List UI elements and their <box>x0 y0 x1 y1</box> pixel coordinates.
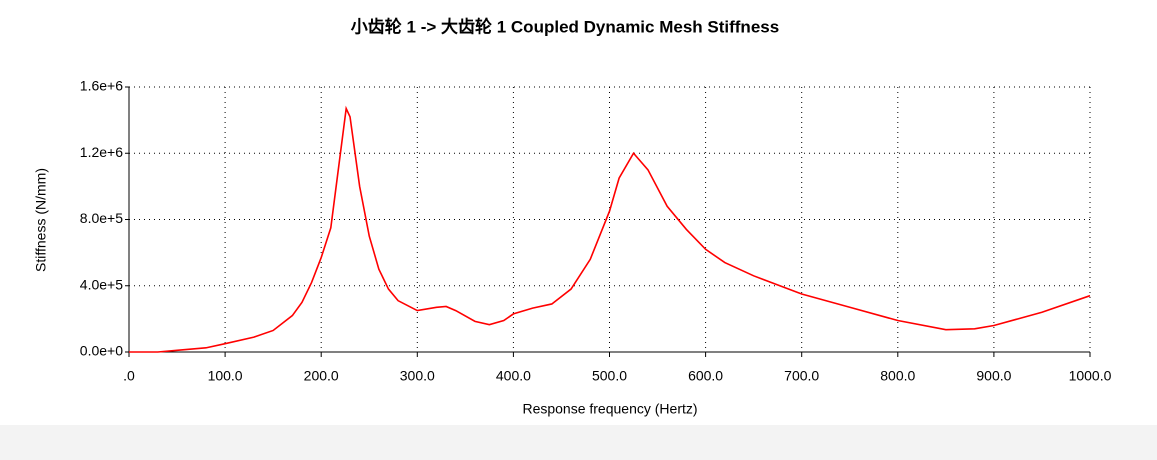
y-axis-label: Stiffness (N/mm) <box>33 168 49 272</box>
x-tick-label: .0 <box>123 368 135 384</box>
y-tick-label: 4.0e+5 <box>80 276 123 292</box>
x-tick-label: 100.0 <box>208 368 243 384</box>
y-tick-label: 1.2e+6 <box>80 144 123 160</box>
x-tick-label: 1000.0 <box>1069 368 1112 384</box>
x-tick-label: 200.0 <box>304 368 339 384</box>
x-tick-label: 500.0 <box>592 368 627 384</box>
footer-band <box>0 425 1157 460</box>
data-line <box>129 105 1091 353</box>
x-axis-label: Response frequency (Hertz) <box>522 401 697 417</box>
chart-title: 小齿轮 1 -> 大齿轮 1 Coupled Dynamic Mesh Stif… <box>351 16 779 36</box>
x-tick-label: 900.0 <box>976 368 1011 384</box>
y-tick-label: 0.0e+0 <box>80 343 123 359</box>
x-tick-label: 400.0 <box>496 368 531 384</box>
y-tick-label: 1.6e+6 <box>80 78 123 94</box>
x-tick-label: 300.0 <box>400 368 435 384</box>
x-tick-label: 800.0 <box>880 368 915 384</box>
x-tick-label: 600.0 <box>688 368 723 384</box>
x-tick-label: 700.0 <box>784 368 819 384</box>
y-tick-label: 8.0e+5 <box>80 210 123 226</box>
